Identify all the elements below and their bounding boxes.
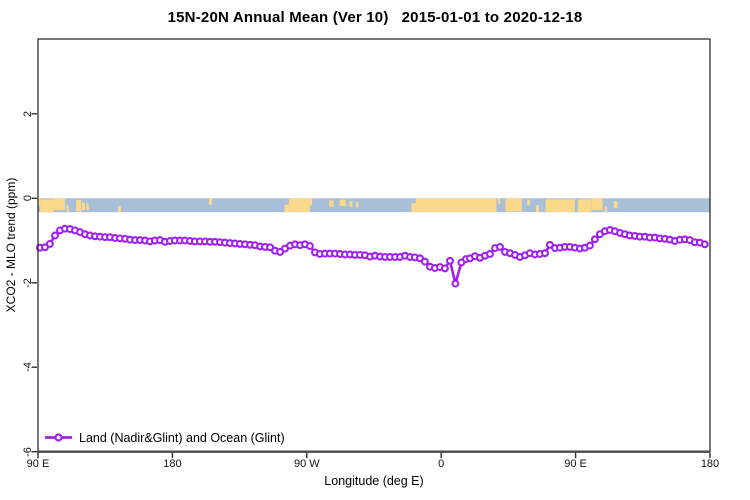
map-strip-land-patch bbox=[309, 198, 312, 206]
map-strip-land-patch bbox=[288, 198, 310, 213]
x-tick-label: 90 W bbox=[293, 458, 320, 470]
map-strip-land-patch bbox=[284, 204, 289, 213]
map-strip-land-patch bbox=[536, 205, 539, 213]
y-tick-label: -6 bbox=[22, 446, 34, 457]
chart-title: 15N-20N Annual Mean (Ver 10) 2015-01-01 … bbox=[167, 9, 583, 26]
map-strip-land-patch bbox=[40, 199, 54, 213]
map-strip-land-patch bbox=[76, 200, 82, 212]
x-tick-label: 0 bbox=[438, 458, 445, 470]
data-point-marker bbox=[45, 239, 54, 248]
data-point-marker bbox=[541, 249, 549, 258]
data-point-marker bbox=[545, 240, 554, 249]
x-tick-label: 180 bbox=[163, 458, 182, 470]
map-strip-land-patch bbox=[209, 198, 212, 205]
data-point-marker bbox=[486, 250, 494, 258]
y-tick-label: -2 bbox=[22, 277, 34, 288]
x-tick-label: 180 bbox=[700, 458, 720, 470]
data-point-marker bbox=[700, 240, 709, 249]
x-tick-label: 90 E bbox=[564, 458, 587, 470]
map-strip-land-patch bbox=[53, 198, 65, 211]
map-strip-land-patch bbox=[356, 201, 359, 208]
data-point-marker bbox=[496, 242, 504, 251]
plot-frame bbox=[37, 38, 711, 453]
map-strip-land-patch bbox=[497, 198, 501, 204]
data-point-marker bbox=[420, 257, 429, 266]
map-strip-land-patch bbox=[117, 206, 121, 213]
map-strip-land-patch bbox=[82, 202, 86, 211]
data-point-marker bbox=[590, 235, 599, 244]
map-strip-land-patch bbox=[38, 198, 41, 206]
map-strip-land-patch bbox=[577, 199, 592, 213]
map-strip-land-patch bbox=[591, 198, 603, 211]
data-point-marker bbox=[51, 231, 59, 240]
legend: Land (Nadir&Glint) and Ocean (Glint) bbox=[44, 429, 285, 446]
map-strip-land-patch bbox=[415, 198, 497, 213]
map-strip-land-patch bbox=[349, 201, 353, 207]
map-strip-land-patch bbox=[86, 203, 89, 211]
legend-label: Land (Nadir&Glint) and Ocean (Glint) bbox=[79, 430, 285, 445]
y-axis-label: XCO2 - MLO trend (ppm) bbox=[4, 177, 18, 313]
data-point-marker bbox=[440, 264, 449, 273]
map-strip-land-patch bbox=[527, 199, 531, 206]
x-axis-label: Longitude (deg E) bbox=[324, 474, 424, 488]
map-strip-land-patch bbox=[339, 199, 346, 206]
data-point-marker bbox=[305, 242, 314, 250]
map-strip-land-patch bbox=[505, 198, 522, 212]
y-tick-label: -4 bbox=[22, 362, 34, 373]
map-strip-land-patch bbox=[411, 203, 416, 213]
data-point-marker bbox=[585, 241, 594, 250]
y-tick-label: 2 bbox=[22, 110, 34, 117]
legend-line-marker-icon bbox=[45, 433, 72, 442]
map-strip-land-patch bbox=[545, 199, 575, 213]
map-strip-land-patch bbox=[613, 201, 618, 209]
data-point-marker bbox=[451, 279, 460, 288]
y-tick-label: 0 bbox=[22, 195, 34, 202]
map-strip-land-patch bbox=[329, 200, 334, 207]
map-strip-land-patch bbox=[604, 206, 607, 213]
data-point-marker bbox=[446, 256, 454, 265]
map-strip-land-patch bbox=[66, 205, 69, 213]
x-tick-label: 90 E bbox=[26, 458, 50, 470]
map-strip-ocean bbox=[38, 198, 710, 213]
